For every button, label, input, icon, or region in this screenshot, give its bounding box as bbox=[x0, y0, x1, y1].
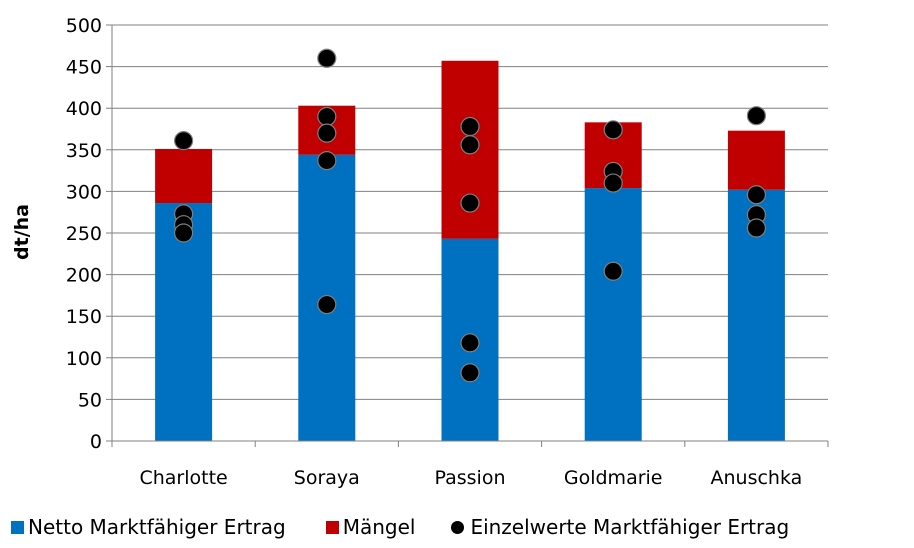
point-soraya bbox=[317, 106, 337, 127]
legend-label-maengel: Mängel bbox=[342, 515, 416, 539]
point-anuschka bbox=[746, 106, 767, 126]
axes bbox=[111, 25, 829, 447]
y-tick-label: 0 bbox=[90, 431, 102, 453]
y-tick-label: 500 bbox=[66, 15, 102, 37]
y-tick-label: 400 bbox=[66, 98, 102, 120]
y-tick-label: 450 bbox=[66, 57, 102, 79]
legend-swatch-maengel bbox=[325, 520, 339, 534]
legend-item-scatter: Einzelwerte Marktfähiger Ertrag bbox=[451, 515, 789, 539]
point-anuschka bbox=[746, 185, 767, 205]
legend-swatch-netto bbox=[11, 520, 24, 534]
point-soraya bbox=[317, 151, 337, 171]
point-soraya bbox=[317, 294, 337, 315]
x-tick-label: Passion bbox=[435, 467, 506, 489]
legend-label-einzelwerte: Einzelwerte Marktfähiger Ertrag bbox=[470, 515, 790, 539]
point-soraya bbox=[317, 48, 337, 68]
point-goldmarie bbox=[603, 120, 623, 140]
bar-netto-charlotte bbox=[155, 203, 213, 441]
point-charlotte bbox=[174, 223, 194, 243]
x-tick-label: Goldmarie bbox=[564, 467, 663, 489]
y-tick-label: 200 bbox=[66, 265, 102, 287]
y-tick-label: 350 bbox=[66, 140, 102, 162]
point-passion bbox=[460, 193, 480, 213]
point-goldmarie bbox=[603, 261, 623, 281]
x-tick-label: Charlotte bbox=[139, 467, 227, 489]
bar-netto-goldmarie bbox=[584, 188, 642, 441]
y-tick-label: 100 bbox=[66, 348, 102, 370]
legend: Netto Marktfähiger Ertrag Mängel Einzelw… bbox=[0, 512, 914, 542]
bar-maengel-charlotte bbox=[155, 148, 213, 204]
legend-label-netto: Netto Marktfähiger Ertrag bbox=[28, 515, 286, 539]
y-tick-label: 50 bbox=[78, 389, 102, 411]
y-axis-label: dt/ha bbox=[11, 204, 33, 260]
point-passion bbox=[460, 135, 480, 155]
x-tick-label: Soraya bbox=[294, 467, 360, 489]
legend-item-series-0: Netto Marktfähiger Ertrag bbox=[11, 515, 286, 539]
x-axis-ticks: Charlotte Soraya Passion Goldmarie Anuschka bbox=[139, 467, 802, 489]
legend-marker-einzelwerte bbox=[451, 520, 465, 534]
scatter-points bbox=[174, 48, 767, 383]
point-anuschka bbox=[746, 218, 767, 238]
y-tick-label: 250 bbox=[66, 223, 102, 245]
chart-plot: 0 50 100 150 200 250 300 350 400 450 500 Charlotte… bbox=[11, 15, 829, 489]
y-tick-label: 150 bbox=[66, 306, 102, 328]
point-passion bbox=[460, 363, 480, 383]
y-axis-ticks: 0 50 100 150 200 250 300 350 400 450 500 bbox=[66, 15, 102, 453]
point-soraya bbox=[317, 123, 337, 143]
x-tick-label: Anuschka bbox=[711, 467, 803, 489]
point-passion bbox=[460, 116, 480, 137]
y-tick-label: 300 bbox=[66, 181, 102, 203]
point-charlotte bbox=[174, 131, 194, 151]
bar-maengel-anuschka bbox=[727, 130, 785, 190]
point-passion bbox=[460, 333, 480, 353]
legend-item-series-1: Mängel bbox=[325, 515, 416, 539]
point-goldmarie bbox=[603, 173, 623, 193]
